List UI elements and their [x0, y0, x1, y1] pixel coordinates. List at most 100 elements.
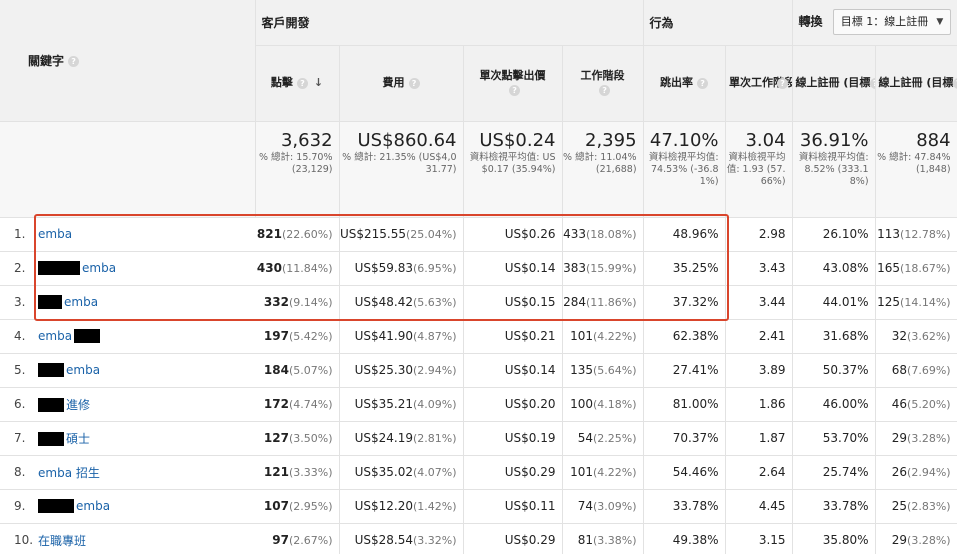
sessions-column-header[interactable]: 工作階段? [562, 45, 644, 122]
conv-rate-column-header[interactable]: 線上註冊 (目標 1 轉換率)? [792, 45, 876, 122]
cost-value: US$48.42 [354, 295, 413, 309]
summary-note: 資料檢視平均值: 1.93 (57.66%) [726, 151, 786, 187]
summary-value: 36.91% [799, 129, 869, 151]
table-row[interactable]: 7. 碩士 127(3.50%) US$24.19(2.81%) US$0.19… [0, 421, 957, 456]
summary-conv-rate: 36.91% 資料檢視平均值: 8.52% (333.18%) [792, 121, 876, 218]
clicks-pct: (2.67%) [288, 534, 333, 547]
cost-pct: (4.87%) [412, 330, 457, 343]
cost-pct: (2.94%) [412, 364, 457, 377]
help-icon[interactable]: ? [697, 77, 709, 89]
chevron-down-icon: ▼ [936, 17, 944, 28]
sessions-cell: 101(4.22%) [562, 455, 644, 490]
clicks-value: 430 [256, 261, 282, 275]
sessions-value: 81 [577, 533, 593, 547]
keyword-cell[interactable]: emba [34, 217, 256, 252]
help-icon[interactable]: ? [777, 77, 789, 89]
cpc-header-label: 單次點擊出價 [479, 69, 546, 82]
sessions-value: 433 [563, 227, 586, 241]
header-columns-row: 點擊? ↓ 費用? 單次點擊出價? 工作階段? 跳出率? 單次工作階段頁數? 線上… [0, 45, 957, 122]
keyword-cell[interactable]: emba 招生 [34, 455, 256, 490]
clicks-value: 332 [263, 295, 289, 309]
help-icon[interactable]: ? [599, 84, 611, 96]
clicks-cell: 97(2.67%) [255, 523, 340, 554]
summary-note: % 總計: 21.35% (US$4,031.77) [342, 151, 457, 175]
summary-completions: 884% 總計: 47.84% (1,848) [875, 121, 957, 218]
cost-column-header[interactable]: 費用? [339, 45, 464, 122]
clicks-pct: (22.60%) [281, 228, 333, 241]
keyword-cell[interactable]: 進修 [34, 387, 256, 422]
table-row[interactable]: 4. emba 197(5.42%) US$41.90(4.87%) US$0.… [0, 319, 957, 354]
clicks-pct: (2.95%) [288, 500, 333, 513]
sessions-value: 54 [577, 431, 593, 445]
keyword-link[interactable]: emba [82, 260, 117, 275]
keyword-link[interactable]: emba [38, 227, 73, 241]
keyword-link[interactable]: emba [76, 498, 111, 513]
keyword-cell[interactable]: emba [34, 319, 256, 354]
table-row[interactable]: 2. emba 430(11.84%) US$59.83(6.95%) US$0… [0, 251, 957, 286]
keyword-link[interactable]: emba [64, 294, 99, 309]
summary-value: 884 [916, 129, 951, 151]
acquisition-group-header: 客戶開發 [255, 0, 644, 46]
completions-cell: 165(18.67%) [875, 251, 957, 286]
completions-column-header[interactable]: 線上註冊 (目標 1 達成)? [875, 45, 957, 122]
bounce-cell: 70.37% [643, 421, 726, 456]
keyword-link[interactable]: 在職專班 [38, 533, 87, 548]
bounce-cell: 27.41% [643, 353, 726, 388]
help-icon[interactable]: ? [509, 84, 521, 96]
cpc-column-header[interactable]: 單次點擊出價? [463, 45, 563, 122]
help-icon[interactable]: ? [869, 77, 875, 89]
keyword-column-header[interactable]: 關鍵字? [0, 0, 256, 122]
keyword-link[interactable]: 進修 [66, 397, 91, 412]
summary-pages: 3.04 資料檢視平均值: 1.93 (57.66%) [725, 121, 793, 218]
help-icon[interactable]: ? [952, 77, 957, 89]
keyword-link[interactable]: emba [38, 328, 73, 343]
sort-descending-icon[interactable]: ↓ [313, 76, 324, 89]
sessions-value: 101 [570, 329, 593, 343]
goal-select-dropdown[interactable]: 目標 1：線上註冊 ▼ [832, 9, 952, 36]
clicks-column-header[interactable]: 點擊? ↓ [255, 45, 340, 122]
bounce-column-header[interactable]: 跳出率? [643, 45, 726, 122]
bounce-cell: 35.25% [643, 251, 726, 286]
row-index: 7. [0, 421, 34, 456]
row-index: 6. [0, 387, 34, 422]
keyword-link[interactable]: emba 招生 [38, 465, 100, 480]
table-row[interactable]: 6. 進修 172(4.74%) US$35.21(4.09%) US$0.20… [0, 387, 957, 422]
cpc-cell: US$0.15 [463, 285, 563, 320]
keyword-link[interactable]: emba [66, 362, 101, 377]
pages-cell: 3.15 [725, 523, 793, 554]
table-row[interactable]: 10. 在職專班 97(2.67%) US$28.54(3.32%) US$0.… [0, 523, 957, 554]
keyword-cell[interactable]: emba [34, 353, 256, 388]
clicks-pct: (3.50%) [288, 432, 333, 445]
completions-header-label: 線上註冊 (目標 1 達成) [878, 76, 957, 89]
pages-column-header[interactable]: 單次工作階段頁數? [725, 45, 793, 122]
help-icon[interactable]: ? [296, 77, 308, 89]
table-row[interactable]: 5. emba 184(5.07%) US$25.30(2.94%) US$0.… [0, 353, 957, 388]
summary-note: % 總計: 15.70% (23,129) [259, 151, 333, 175]
cost-value: US$28.54 [354, 533, 413, 547]
sessions-value: 284 [563, 295, 586, 309]
conv-rate-cell: 53.70% [792, 421, 876, 456]
keyword-cell[interactable]: 在職專班 [34, 523, 256, 554]
cost-cell: US$41.90(4.87%) [339, 319, 464, 354]
help-icon[interactable]: ? [68, 55, 80, 67]
row-index: 1. [0, 217, 34, 252]
sessions-cell: 54(2.25%) [562, 421, 644, 456]
keyword-link[interactable]: 碩士 [66, 431, 91, 446]
keyword-cell[interactable]: emba [34, 251, 256, 286]
summary-value: US$860.64 [357, 129, 457, 151]
pages-cell: 2.98 [725, 217, 793, 252]
clicks-cell: 121(3.33%) [255, 455, 340, 490]
table-row[interactable]: 8. emba 招生 121(3.33%) US$35.02(4.07%) US… [0, 455, 957, 490]
cost-pct: (4.07%) [412, 466, 457, 479]
help-icon[interactable]: ? [408, 77, 420, 89]
conversions-group-label: 轉換 [798, 14, 823, 29]
keyword-cell[interactable]: 碩士 [34, 421, 256, 456]
table-row[interactable]: 3. emba 332(9.14%) US$48.42(5.63%) US$0.… [0, 285, 957, 320]
keyword-cell[interactable]: emba [34, 285, 256, 320]
cost-value: US$59.83 [354, 261, 413, 275]
completions-cell: 26(2.94%) [875, 455, 957, 490]
table-row[interactable]: 1. emba 821(22.60%) US$215.55(25.04%) US… [0, 217, 957, 252]
sessions-pct: (15.99%) [586, 262, 637, 275]
table-row[interactable]: 9. emba 107(2.95%) US$12.20(1.42%) US$0.… [0, 489, 957, 524]
keyword-cell[interactable]: emba [34, 489, 256, 524]
